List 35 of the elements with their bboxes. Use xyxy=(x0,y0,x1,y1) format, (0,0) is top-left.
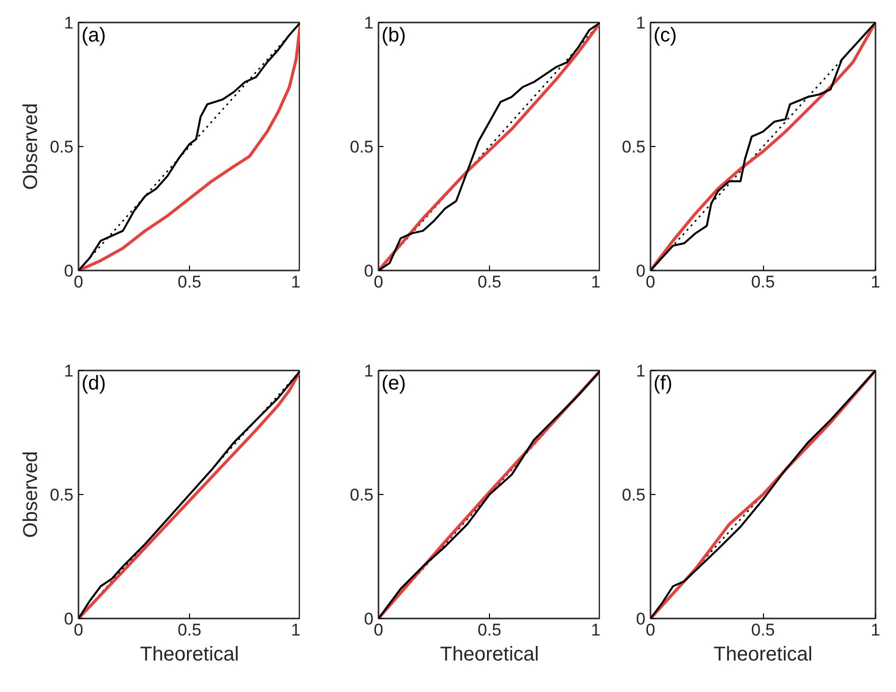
annotation: (d) xyxy=(82,372,106,394)
y-tick-label: 0.5 xyxy=(622,138,646,156)
y-tick-label: 1 xyxy=(364,362,374,380)
x-tick-label: 1 xyxy=(870,620,880,640)
x-tick-label: 0.5 xyxy=(178,272,202,292)
x-tick-label: 1 xyxy=(591,620,601,640)
x-axis-title: Theoretical xyxy=(714,644,812,666)
y-tick-label: 0.5 xyxy=(50,138,74,156)
y-tick-label: 0.5 xyxy=(350,138,374,156)
x-tick-label: 1 xyxy=(591,272,601,292)
y-axis-title: Observed xyxy=(20,103,42,190)
annotation: (b) xyxy=(382,24,406,46)
y-tick-label: 1 xyxy=(636,362,646,380)
x-axis-title: Theoretical xyxy=(440,644,539,666)
y-tick-label: 0.5 xyxy=(622,486,646,504)
x-tick-label: 0.5 xyxy=(751,620,775,640)
x-tick-label: 1 xyxy=(291,272,301,292)
annotation: (e) xyxy=(382,372,406,394)
y-axis-title: Observed xyxy=(20,451,42,538)
x-tick-label: 1 xyxy=(870,272,880,292)
x-tick-label: 0.5 xyxy=(478,620,502,640)
x-tick-label: 0.5 xyxy=(478,272,502,292)
x-tick-label: 1 xyxy=(291,620,301,640)
y-tick-label: 1 xyxy=(64,14,74,32)
x-tick-label: 0.5 xyxy=(751,272,775,292)
y-tick-label: 0.5 xyxy=(50,486,74,504)
x-tick-label: 0.5 xyxy=(178,620,202,640)
annotation: (a) xyxy=(82,24,106,46)
y-tick-label: 0.5 xyxy=(350,486,374,504)
y-tick-label: 1 xyxy=(364,14,374,32)
annotation: (f) xyxy=(654,372,672,394)
annotation: (c) xyxy=(654,24,677,46)
y-tick-label: 1 xyxy=(636,14,646,32)
y-tick-label: 1 xyxy=(64,362,74,380)
x-axis-title: Theoretical xyxy=(140,644,239,666)
